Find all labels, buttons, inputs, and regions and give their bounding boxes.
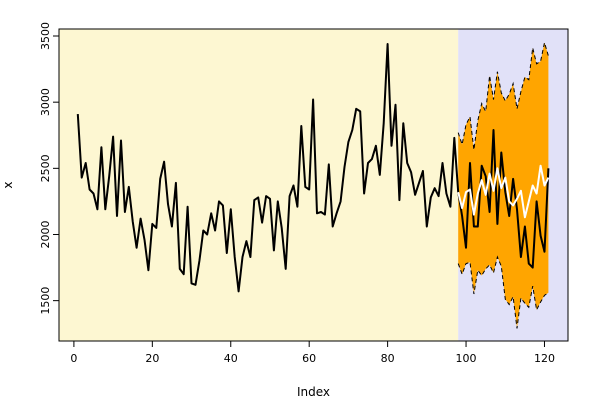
x-tick-label: 0	[70, 352, 77, 365]
y-tick-label: 3500	[39, 22, 52, 50]
y-axis-title: x	[1, 181, 15, 188]
x-tick-label: 40	[224, 352, 238, 365]
series-line-observed	[76, 43, 550, 293]
y-tick-label: 1500	[39, 287, 52, 315]
x-tick-label: 60	[302, 352, 316, 365]
series-line-forecast	[457, 164, 550, 219]
y-axis: 1500 2000 2500 3000 3500	[39, 22, 60, 315]
band-upper-line	[457, 42, 549, 150]
x-axis: 0 20 40 60 80 100 120	[70, 340, 555, 365]
y-tick-label: 3000	[39, 88, 52, 116]
band-lower-line	[457, 255, 549, 329]
x-tick-label: 20	[145, 352, 159, 365]
y-tick-label: 2000	[39, 220, 52, 248]
y-tick-label: 2500	[39, 154, 52, 182]
series-lines	[76, 43, 550, 293]
x-tick-label: 100	[456, 352, 477, 365]
x-axis-title: Index	[297, 385, 330, 399]
region-history	[59, 29, 459, 341]
x-tick-label: 120	[534, 352, 555, 365]
x-tick-label: 80	[381, 352, 395, 365]
